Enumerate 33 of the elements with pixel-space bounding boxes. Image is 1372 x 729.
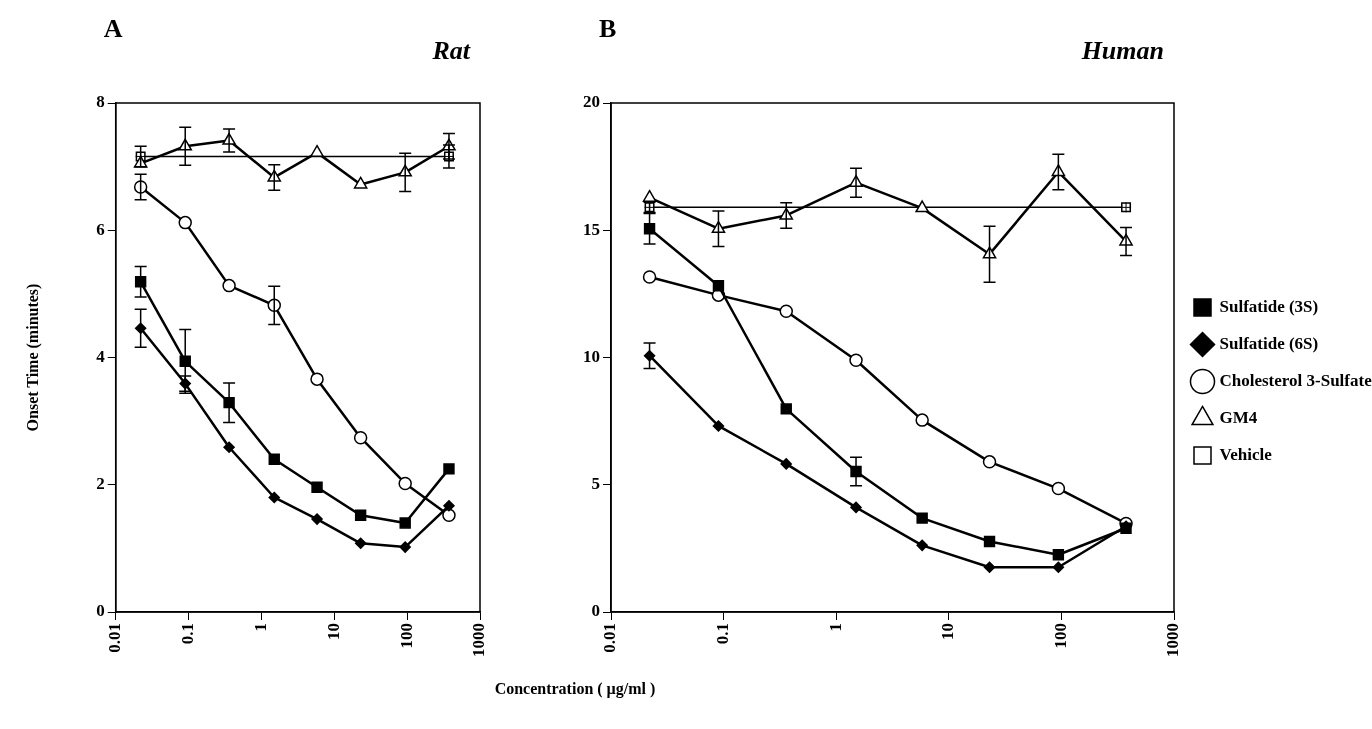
y-tick-label: 0 bbox=[591, 601, 600, 621]
y-tick-label: 6 bbox=[96, 219, 105, 239]
y-tick-label: 4 bbox=[96, 346, 106, 366]
legend-label: GM4 bbox=[1219, 407, 1258, 427]
y-tick-label: 15 bbox=[583, 219, 600, 239]
y-tick-label: 0 bbox=[96, 601, 105, 621]
x-tick-label: 0.01 bbox=[600, 623, 620, 653]
chart-title: Human bbox=[1080, 35, 1164, 65]
text: B bbox=[599, 13, 617, 43]
legend-label: Vehicle bbox=[1219, 444, 1273, 464]
y-tick-label: 2 bbox=[96, 474, 105, 494]
x-tick-label: 1000 bbox=[1163, 623, 1183, 657]
legend-label: Sulfatide (6S) bbox=[1219, 333, 1319, 353]
x-tick-label: 1000 bbox=[469, 623, 489, 657]
x-tick-label: 0.1 bbox=[712, 623, 732, 645]
x-tick-label: 100 bbox=[396, 623, 416, 649]
x-tick-label: 0.1 bbox=[177, 623, 197, 645]
legend-label: Cholesterol 3-Sulfate bbox=[1219, 370, 1372, 390]
y-tick-label: 8 bbox=[96, 92, 105, 112]
x-tick-label: 100 bbox=[1050, 623, 1070, 649]
x-tick-label: 10 bbox=[323, 623, 343, 640]
text: A bbox=[103, 13, 123, 43]
y-tick-label: 5 bbox=[591, 474, 600, 494]
y-tick-label: 20 bbox=[583, 92, 600, 112]
x-tick-label: 0.01 bbox=[105, 623, 125, 653]
x-tick-label: 10 bbox=[938, 623, 958, 640]
x-tick-label: 1 bbox=[825, 623, 845, 632]
x-axis-title: Concentration ( µg/ml ) bbox=[493, 680, 657, 698]
legend-label: Sulfatide (3S) bbox=[1219, 296, 1319, 316]
x-tick-label: 1 bbox=[250, 623, 270, 632]
y-axis-title: Onset Time (minutes) bbox=[23, 283, 42, 432]
y-tick-label: 10 bbox=[583, 346, 600, 366]
chart-title: Rat bbox=[431, 35, 471, 65]
